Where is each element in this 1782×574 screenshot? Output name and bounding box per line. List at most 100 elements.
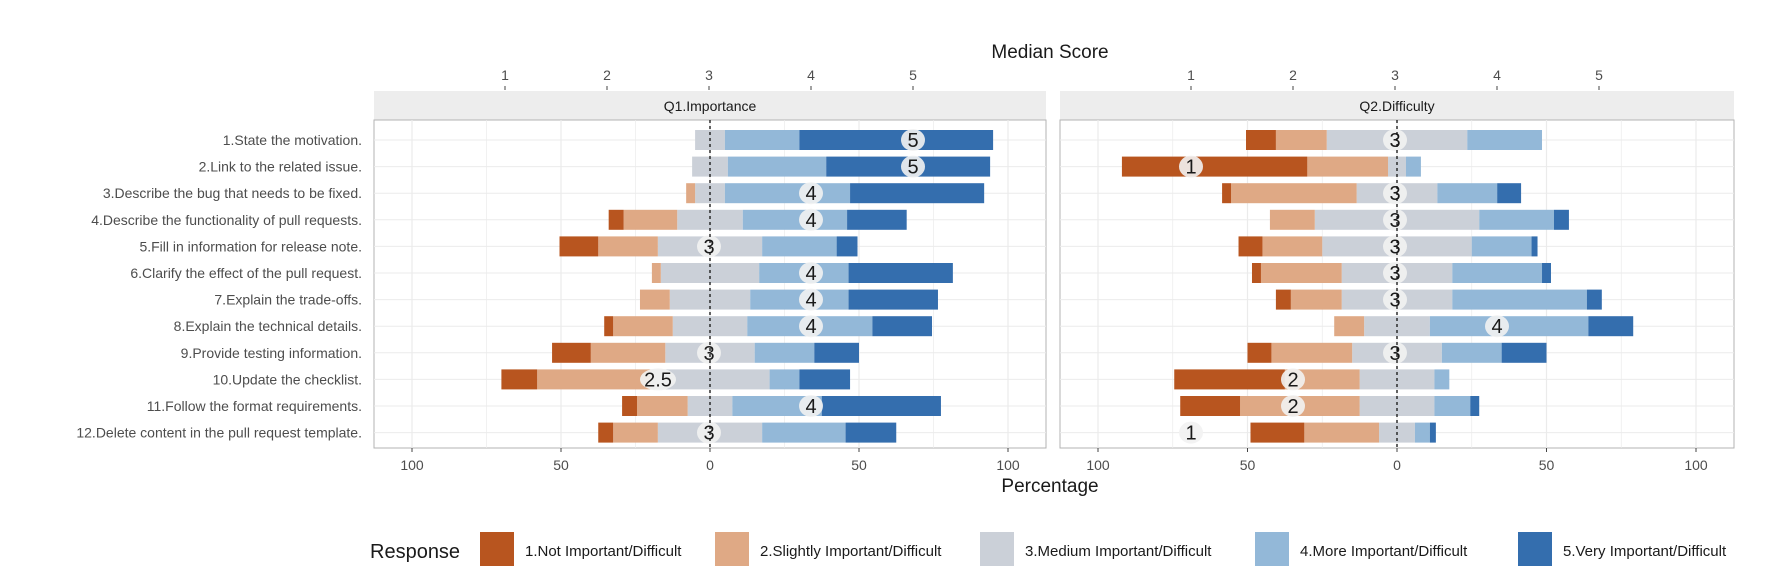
median-label-9: 3 xyxy=(1389,343,1400,365)
median-badge-2 xyxy=(901,155,925,178)
bar-segment-12-response-2 xyxy=(613,422,658,443)
bar-segment-4-response-4 xyxy=(1479,209,1554,230)
bar-segment-2-response-1 xyxy=(1121,156,1308,177)
bar-segment-5-response-2 xyxy=(598,236,658,257)
bar-segment-8-response-2 xyxy=(613,316,673,337)
bar-segment-1-response-2 xyxy=(1275,130,1327,150)
bar-segment-2-response-3 xyxy=(692,156,710,177)
bar-segment-8-response-3 xyxy=(672,316,710,337)
bar-segment-4-response-3 xyxy=(710,209,743,230)
median-tick-label: 4 xyxy=(807,67,815,83)
median-label-11: 2 xyxy=(1287,396,1298,418)
bar-segment-4-response-5 xyxy=(847,209,907,230)
median-label-12: 3 xyxy=(703,423,714,445)
bar-segment-1-response-4 xyxy=(1467,130,1543,150)
bar-segment-3-response-4 xyxy=(1437,183,1498,204)
median-badge-4 xyxy=(799,208,823,231)
bar-segment-5-response-3 xyxy=(710,236,763,257)
panel-importance-x-ticks: 100 50 0 50 100 xyxy=(400,448,1020,473)
bar-segment-11-response-3 xyxy=(687,396,710,416)
panel-importance-median-ticks: 1 2 3 4 5 xyxy=(501,67,917,90)
median-label-7: 3 xyxy=(1389,290,1400,312)
panel-importance-strip xyxy=(374,91,1046,120)
bar-segment-7-response-3 xyxy=(710,289,751,310)
bar-segment-12-response-1 xyxy=(598,422,614,443)
median-tick-label: 1 xyxy=(1187,67,1195,83)
median-tick-label: 3 xyxy=(705,67,713,83)
bar-segment-3-response-2 xyxy=(686,183,696,204)
bar-segment-9-response-3 xyxy=(710,342,755,363)
bar-segment-7-response-3 xyxy=(669,289,710,310)
bar-segment-10-response-2 xyxy=(537,369,651,390)
median-label-3: 4 xyxy=(805,183,816,205)
bar-segment-11-response-3 xyxy=(1359,396,1397,416)
legend-swatch-3 xyxy=(980,532,1014,566)
bar-segment-3-response-3 xyxy=(1397,183,1438,204)
x-tick-label: 50 xyxy=(851,457,867,473)
median-label-8: 4 xyxy=(805,316,816,338)
bar-segment-3-response-3 xyxy=(710,183,725,204)
legend-items: 1.Not Important/Difficult 2.Slightly Impo… xyxy=(480,532,1727,566)
median-tick-label: 3 xyxy=(1391,67,1399,83)
bar-segment-7-response-4 xyxy=(1452,289,1587,310)
x-tick-label: 100 xyxy=(400,457,424,473)
bar-segment-8-response-3 xyxy=(710,316,748,337)
category-label-9: 9.Provide testing information. xyxy=(181,345,362,361)
bar-segment-7-response-3 xyxy=(1397,289,1453,310)
bar-segment-11-response-1 xyxy=(1180,396,1241,416)
bar-segment-4-response-3 xyxy=(1397,209,1480,230)
bar-segment-2-response-3 xyxy=(710,156,728,177)
bar-segment-8-response-1 xyxy=(604,316,614,337)
median-label-10: 2.5 xyxy=(644,369,672,391)
bar-segment-11-response-3 xyxy=(1397,396,1435,416)
bar-segment-5-response-5 xyxy=(1531,236,1538,257)
median-tick-label: 4 xyxy=(1493,67,1501,83)
category-label-7: 7.Explain the trade-offs. xyxy=(214,292,362,308)
bar-segment-1-response-4 xyxy=(724,130,800,150)
legend-title: Response xyxy=(370,541,460,563)
bar-segment-8-response-4 xyxy=(1429,316,1589,337)
median-label-9: 3 xyxy=(703,343,714,365)
median-label-4: 4 xyxy=(805,210,816,232)
bar-segment-7-response-2 xyxy=(1290,289,1342,310)
x-tick-label: 100 xyxy=(1684,457,1708,473)
median-badge-7 xyxy=(1383,288,1407,311)
panel-importance-medians: 5 5 4 4 3 4 4 4 3 2.5 4 3 xyxy=(640,120,925,448)
bar-segment-1-response-3 xyxy=(710,130,725,150)
median-tick-label: 2 xyxy=(603,67,611,83)
x-tick-label: 0 xyxy=(1393,457,1401,473)
bar-segment-6-response-2 xyxy=(1260,263,1342,283)
category-label-4: 4.Describe the functionality of pull req… xyxy=(91,212,362,228)
bar-segment-9-response-1 xyxy=(552,342,591,363)
median-badge-9 xyxy=(697,341,721,364)
median-label-2: 5 xyxy=(907,157,918,179)
median-label-1: 5 xyxy=(907,130,918,152)
median-label-7: 4 xyxy=(805,290,816,312)
category-label-5: 5.Fill in information for release note. xyxy=(139,238,362,254)
bar-segment-12-response-4 xyxy=(762,422,846,443)
median-badge-4 xyxy=(1383,208,1407,231)
bar-segment-8-response-2 xyxy=(1334,316,1365,337)
x-tick-label: 50 xyxy=(1539,457,1555,473)
bar-segment-9-response-4 xyxy=(754,342,815,363)
bar-segment-5-response-1 xyxy=(559,236,599,257)
bar-segment-5-response-1 xyxy=(1238,236,1263,257)
median-badge-8 xyxy=(799,315,823,338)
median-label-6: 4 xyxy=(805,263,816,285)
bar-segment-12-response-2 xyxy=(1304,422,1380,443)
x-tick-label: 50 xyxy=(553,457,569,473)
median-badge-1 xyxy=(901,129,925,151)
bar-segment-10-response-3 xyxy=(1397,369,1435,390)
bar-segment-6-response-5 xyxy=(1542,263,1551,283)
median-badge-1 xyxy=(1383,129,1407,151)
bar-segment-11-response-5 xyxy=(1470,396,1480,416)
bar-segment-7-response-3 xyxy=(1341,289,1397,310)
bar-segment-3-response-2 xyxy=(1231,183,1357,204)
panel-difficulty-medians: 3 1 3 3 3 3 3 4 3 2 2 1 xyxy=(1179,120,1509,448)
median-label-6: 3 xyxy=(1389,263,1400,285)
bar-segment-8-response-3 xyxy=(1364,316,1397,337)
bar-segment-9-response-1 xyxy=(1247,342,1272,363)
bar-segment-2-response-3 xyxy=(1397,156,1406,177)
bar-segment-9-response-4 xyxy=(1441,342,1502,363)
bar-segment-2-response-4 xyxy=(1405,156,1421,177)
